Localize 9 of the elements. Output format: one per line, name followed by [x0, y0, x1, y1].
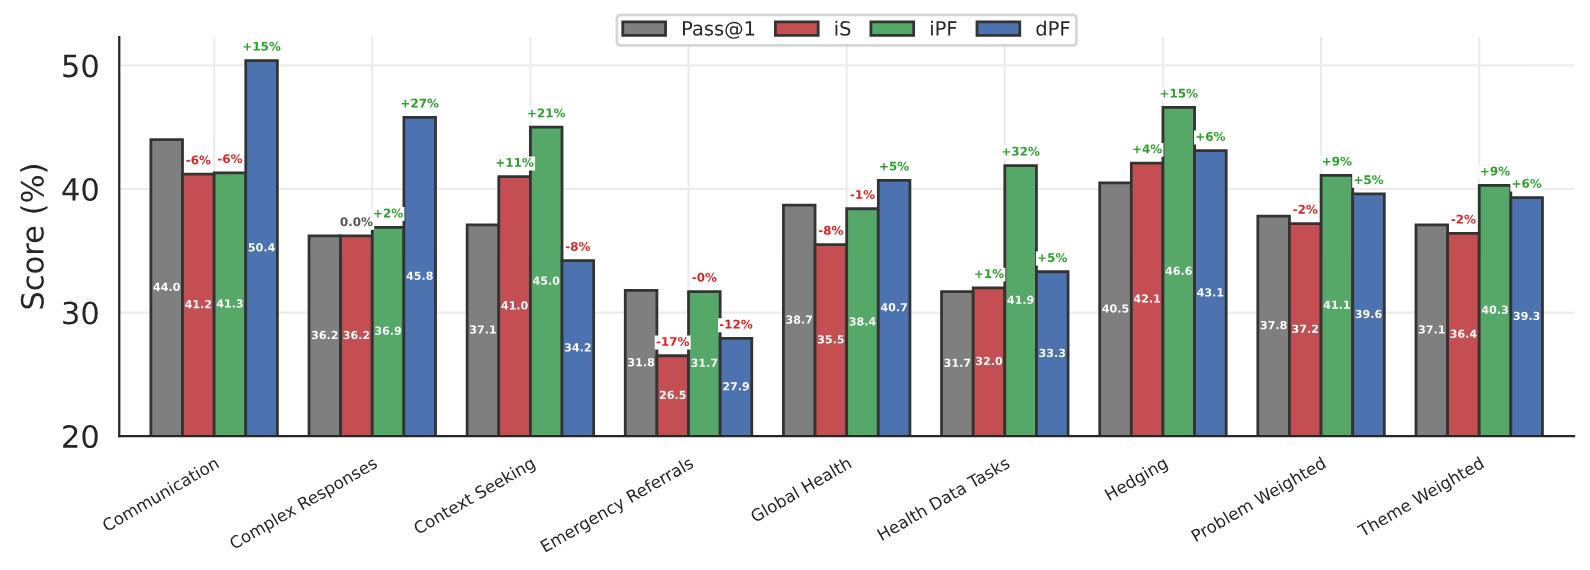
y-tick-label: 50 [63, 54, 98, 78]
legend-label: iPF [931, 20, 957, 36]
legend-label: dPF [1036, 20, 1070, 36]
y-axis-title: Score (%) [20, 165, 48, 309]
y-tick-label: 30 [63, 301, 98, 325]
y-tick-label: 20 [63, 424, 98, 449]
legend-label: iS [835, 20, 851, 36]
legend-label: Pass@1 [683, 21, 755, 39]
y-tick-label: 40 [62, 177, 98, 202]
